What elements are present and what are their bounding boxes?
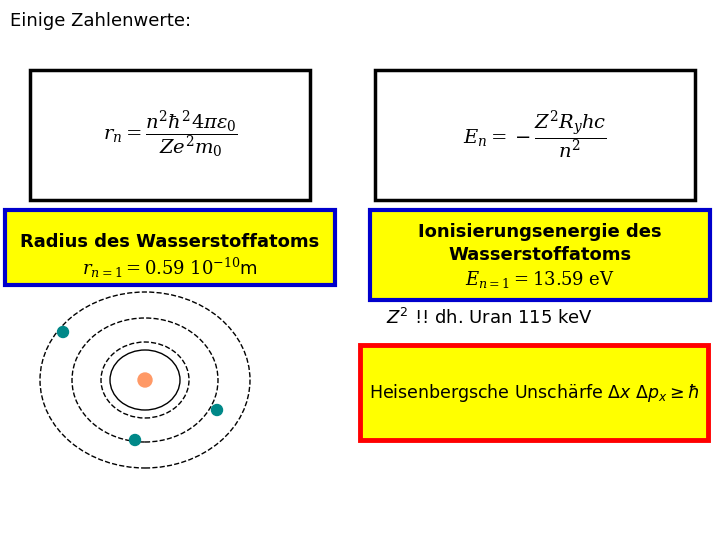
Text: Wasserstoffatoms: Wasserstoffatoms xyxy=(449,246,631,264)
Text: $r_{n=1}= 0.59\ 10^{-10}$m: $r_{n=1}= 0.59\ 10^{-10}$m xyxy=(82,256,258,280)
Bar xyxy=(30,70,310,200)
Bar xyxy=(5,210,335,285)
Circle shape xyxy=(138,373,152,387)
Bar xyxy=(375,70,695,200)
Text: $E_{n=1}= 13.59\ \mathrm{eV}$: $E_{n=1}= 13.59\ \mathrm{eV}$ xyxy=(465,269,615,291)
Bar xyxy=(360,345,708,440)
Text: $Z^2$ !! dh. Uran 115 keV: $Z^2$ !! dh. Uran 115 keV xyxy=(387,308,593,328)
Text: $E_n = -\dfrac{Z^2 R_y hc}{n^2}$: $E_n = -\dfrac{Z^2 R_y hc}{n^2}$ xyxy=(463,109,607,161)
Circle shape xyxy=(212,404,222,415)
Text: Heisenbergsche Unschärfe $\Delta x\ \Delta p_x \geq \hbar$: Heisenbergsche Unschärfe $\Delta x\ \Del… xyxy=(369,382,699,404)
Bar xyxy=(370,210,710,300)
Text: $r_n = \dfrac{n^2\hbar^2 4\pi\varepsilon_0}{Ze^2m_0}$: $r_n = \dfrac{n^2\hbar^2 4\pi\varepsilon… xyxy=(102,109,238,161)
Circle shape xyxy=(58,327,68,338)
Circle shape xyxy=(130,435,140,446)
Text: Einige Zahlenwerte:: Einige Zahlenwerte: xyxy=(10,12,191,30)
Text: Radius des Wasserstoffatoms: Radius des Wasserstoffatoms xyxy=(20,233,320,251)
Text: Ionisierungsenergie des: Ionisierungsenergie des xyxy=(418,223,662,241)
